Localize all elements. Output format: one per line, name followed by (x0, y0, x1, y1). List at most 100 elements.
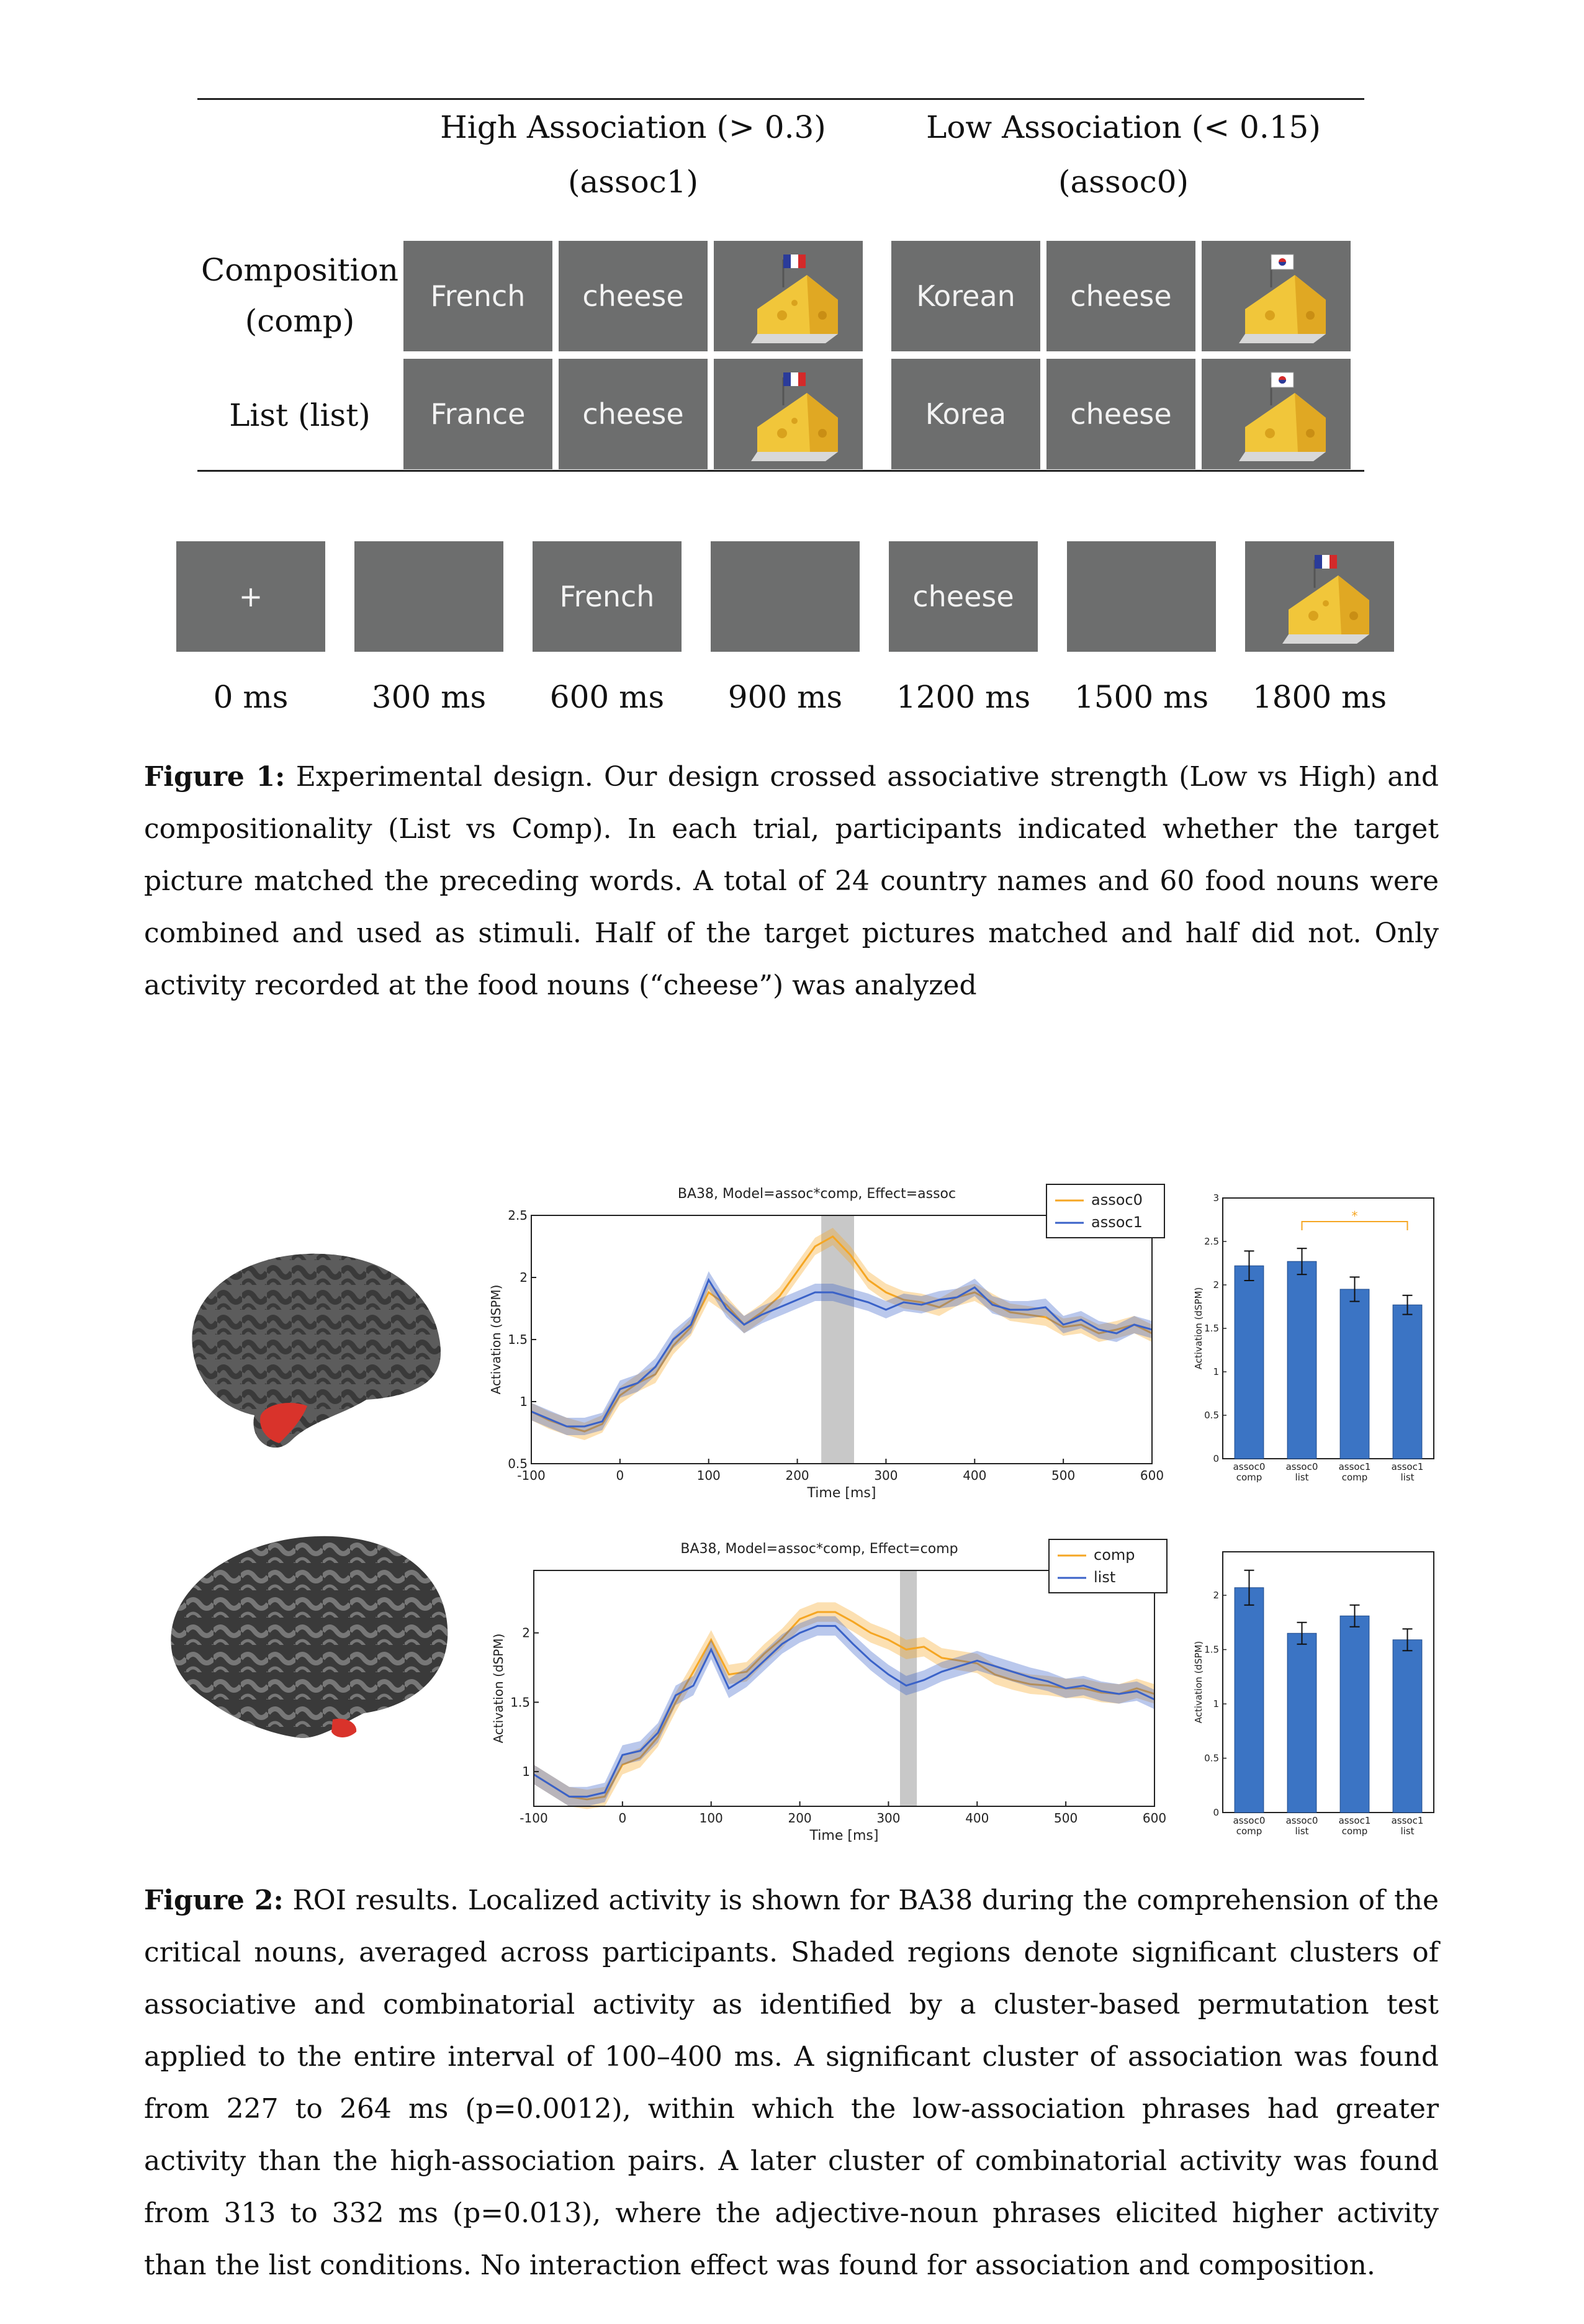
stimulus-cell: French (403, 241, 552, 351)
x-tick-label: 600 (1143, 1811, 1166, 1826)
category-label-line2: list (1400, 1826, 1414, 1837)
timeline-cell-blank (354, 541, 503, 652)
bar (1287, 1261, 1317, 1459)
y-tick-label: 3 (1213, 1192, 1219, 1204)
brain-lateral-image (192, 1253, 441, 1448)
x-axis-label: Time [ms] (809, 1828, 879, 1844)
timeline-time-label: 300 ms (371, 679, 487, 715)
legend-label: list (1094, 1569, 1115, 1586)
significant-cluster-band (900, 1570, 917, 1806)
category-label-line2: list (1295, 1826, 1308, 1837)
stimulus-cell: cheese (559, 359, 708, 469)
series-error-band (534, 1602, 1154, 1809)
legend-label: assoc1 (1091, 1214, 1143, 1231)
series-error-band (531, 1271, 1152, 1435)
cheese-france-flag-icon (751, 372, 838, 461)
timeline-time-label: 1800 ms (1252, 679, 1387, 715)
y-tick-label: 2.5 (1204, 1236, 1219, 1247)
figure-1-caption: Figure 1: Experimental design. Our desig… (144, 751, 1439, 1012)
stimulus-cell: Korea (891, 359, 1040, 469)
y-tick-label: 1.5 (1204, 1323, 1219, 1334)
stimulus-cell: France (403, 359, 552, 469)
x-tick-label: 200 (788, 1811, 811, 1826)
col-header-high-title: High Association (> 0.3) (440, 109, 826, 145)
cheese-picture-korea (1202, 241, 1351, 351)
x-tick-label: 400 (963, 1468, 986, 1483)
y-axis-label: Activation (dSPM) (1193, 1641, 1204, 1724)
cheese-korea-flag-icon (1239, 254, 1326, 343)
series-line (533, 1624, 1155, 1798)
timeline-cell-blank (1067, 541, 1216, 652)
bar (1234, 1265, 1264, 1459)
cheese-picture-france (714, 241, 863, 351)
y-tick-label: 1.5 (1204, 1644, 1219, 1655)
stimulus-cell: cheese (1046, 359, 1195, 469)
timeline-cell-word: cheese (889, 541, 1038, 652)
brain-medial-image (171, 1536, 448, 1738)
y-axis-label: Activation (dSPM) (488, 1285, 503, 1395)
y-tick-label: 1 (1213, 1366, 1219, 1377)
category-label-line2: list (1400, 1472, 1414, 1483)
x-tick-label: 200 (785, 1468, 809, 1483)
timeline-cell-fixation: + (176, 541, 325, 652)
timeline-cell-blank (711, 541, 860, 652)
col-header-low-sub: (assoc0) (1058, 164, 1189, 200)
stimulus-cell: cheese (1046, 241, 1195, 351)
y-tick-label: 0.5 (508, 1456, 528, 1471)
x-tick-label: 100 (700, 1811, 723, 1826)
row-label-composition-line1: Composition (201, 252, 398, 288)
category-label-line1: assoc0 (1233, 1461, 1266, 1472)
x-tick-label: 0 (618, 1811, 626, 1826)
x-tick-label: 0 (616, 1468, 624, 1483)
category-label-line1: assoc1 (1339, 1461, 1371, 1472)
col-header-high-sub: (assoc1) (567, 164, 699, 200)
figure-2-caption-label: Figure 2: (144, 1885, 284, 1916)
timeline-time-label: 900 ms (727, 679, 843, 715)
category-label-line1: assoc1 (1392, 1815, 1424, 1826)
x-tick-label: 400 (965, 1811, 989, 1826)
stimulus-cell: cheese (559, 241, 708, 351)
timeline-time-label: 0 ms (213, 679, 289, 715)
plot-frame (533, 1570, 1155, 1807)
bar (1339, 1615, 1370, 1813)
y-tick-label: 1.5 (508, 1332, 528, 1347)
series-line (533, 1611, 1155, 1801)
x-tick-label: 100 (697, 1468, 721, 1483)
category-label-line2: comp (1342, 1826, 1368, 1837)
category-label-line2: comp (1342, 1472, 1368, 1483)
cheese-france-flag-icon (751, 254, 838, 343)
category-label-line2: comp (1236, 1472, 1262, 1483)
significant-cluster-band (821, 1215, 854, 1464)
x-tick-label: 300 (876, 1811, 900, 1826)
category-label-line1: assoc0 (1286, 1461, 1318, 1472)
significance-bracket (1301, 1221, 1408, 1230)
chart-title: BA38, Model=assoc*comp, Effect=assoc (678, 1186, 956, 1202)
x-tick-label: 300 (874, 1468, 898, 1483)
y-tick-label: 2 (522, 1626, 530, 1641)
y-tick-label: 0.5 (1204, 1410, 1219, 1421)
y-axis-label: Activation (dSPM) (491, 1634, 506, 1744)
x-tick-label: 500 (1051, 1468, 1075, 1483)
cheese-picture-korea (1202, 359, 1351, 469)
line-chart-assoc: BA38, Model=assoc*comp, Effect=assoc -100… (488, 1184, 1165, 1501)
y-axis-label: Activation (dSPM) (1193, 1287, 1204, 1370)
table-top-rule (197, 98, 1364, 100)
legend-label: comp (1094, 1546, 1135, 1564)
category-label-line2: list (1295, 1472, 1308, 1483)
y-tick-label: 0 (1213, 1807, 1219, 1818)
row-label-list-line1: List (list) (229, 397, 371, 433)
y-tick-label: 2.5 (508, 1208, 528, 1223)
timeline-time-label: 1200 ms (896, 679, 1031, 715)
y-tick-label: 2 (520, 1270, 528, 1285)
y-tick-label: 1 (520, 1394, 528, 1409)
col-header-low: Low Association (< 0.15) (assoc0) (888, 109, 1359, 200)
y-tick-label: 2 (1213, 1279, 1219, 1290)
figure-1-caption-label: Figure 1: (144, 761, 286, 793)
series-line (531, 1277, 1153, 1428)
category-label-line1: assoc0 (1233, 1815, 1266, 1826)
x-tick-label: 600 (1140, 1468, 1164, 1483)
figure-1-caption-text: Experimental design. Our design crossed … (144, 761, 1439, 1001)
bar (1392, 1639, 1423, 1813)
category-label-line1: assoc1 (1339, 1815, 1371, 1826)
chart-title: BA38, Model=assoc*comp, Effect=comp (680, 1541, 958, 1557)
